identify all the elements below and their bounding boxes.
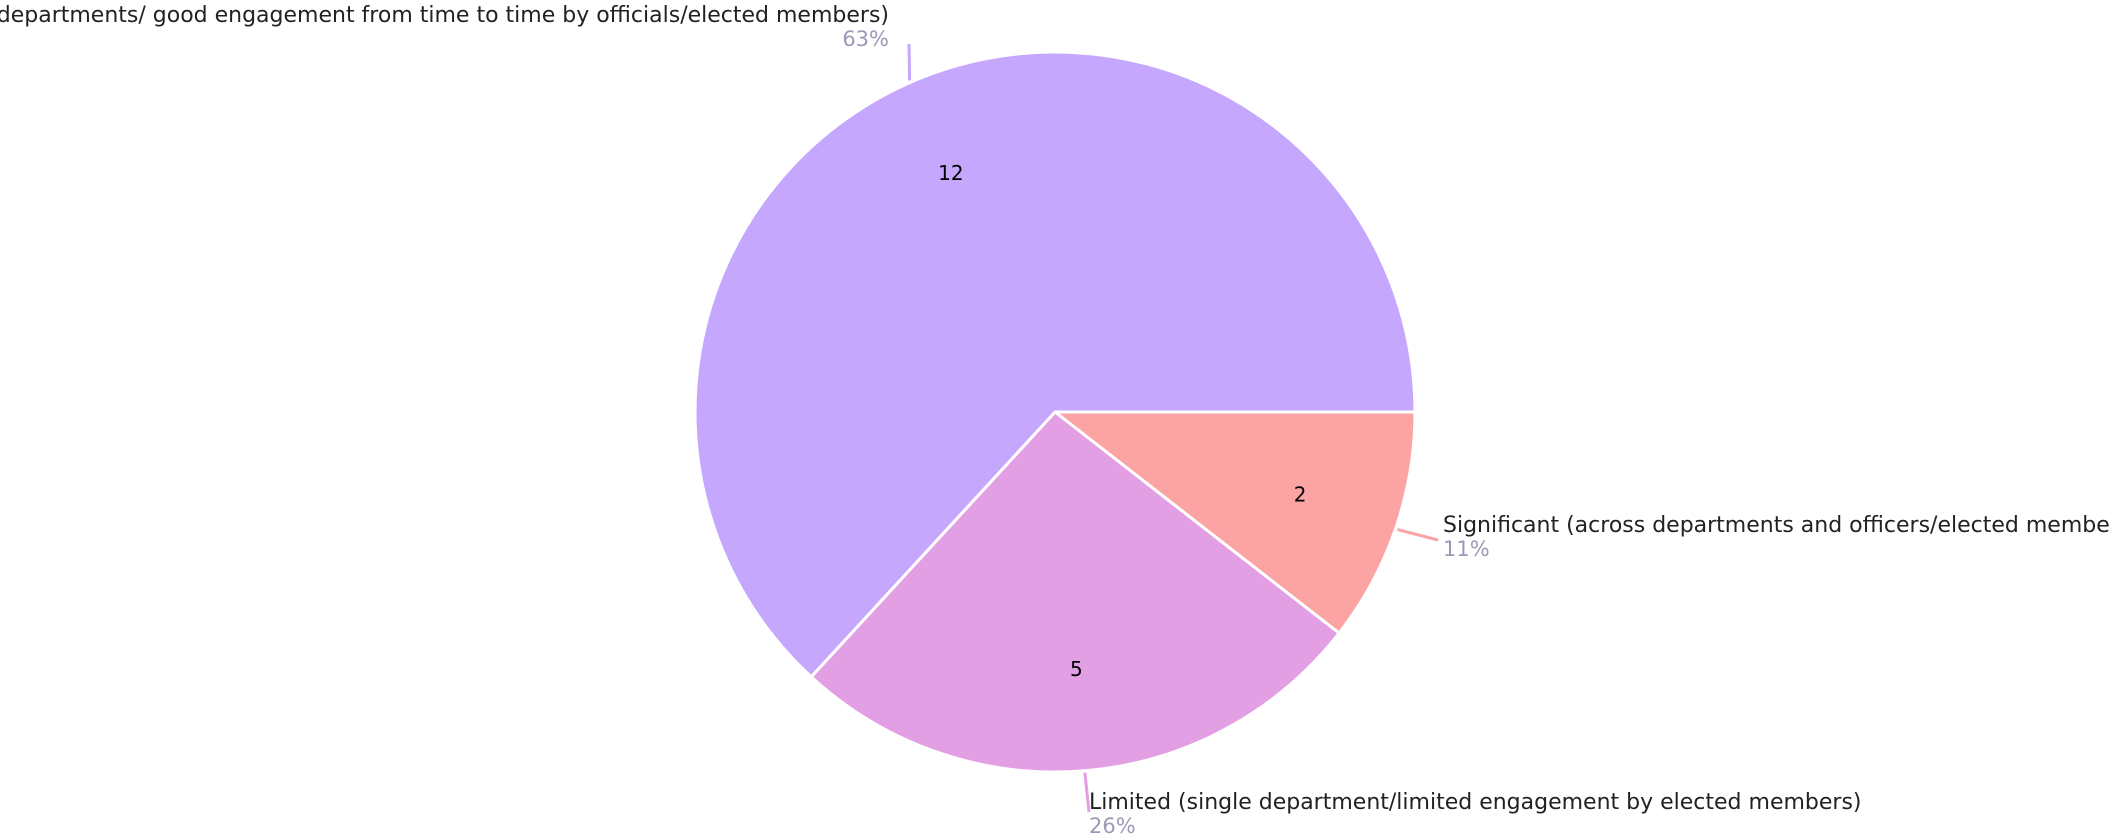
pie-slice [693,50,1417,679]
percent-label: 11% [1443,537,1490,561]
percent-label: 63% [842,27,889,51]
leader-line [1083,772,1091,813]
category-label: Limited (single department/limited engag… [1089,790,1862,815]
value-label: 2 [1294,483,1307,507]
leader-line [907,43,912,81]
leader-line [1397,528,1439,542]
value-label: 5 [1070,657,1083,681]
category-label: l departments/ good engagement from time… [0,3,889,28]
category-label: Significant (across departments and offi… [1443,513,2109,538]
pie-slice [809,409,1342,774]
value-label: 12 [938,161,963,185]
pie-slice [1050,410,1417,636]
percent-label: 26% [1089,814,1136,838]
